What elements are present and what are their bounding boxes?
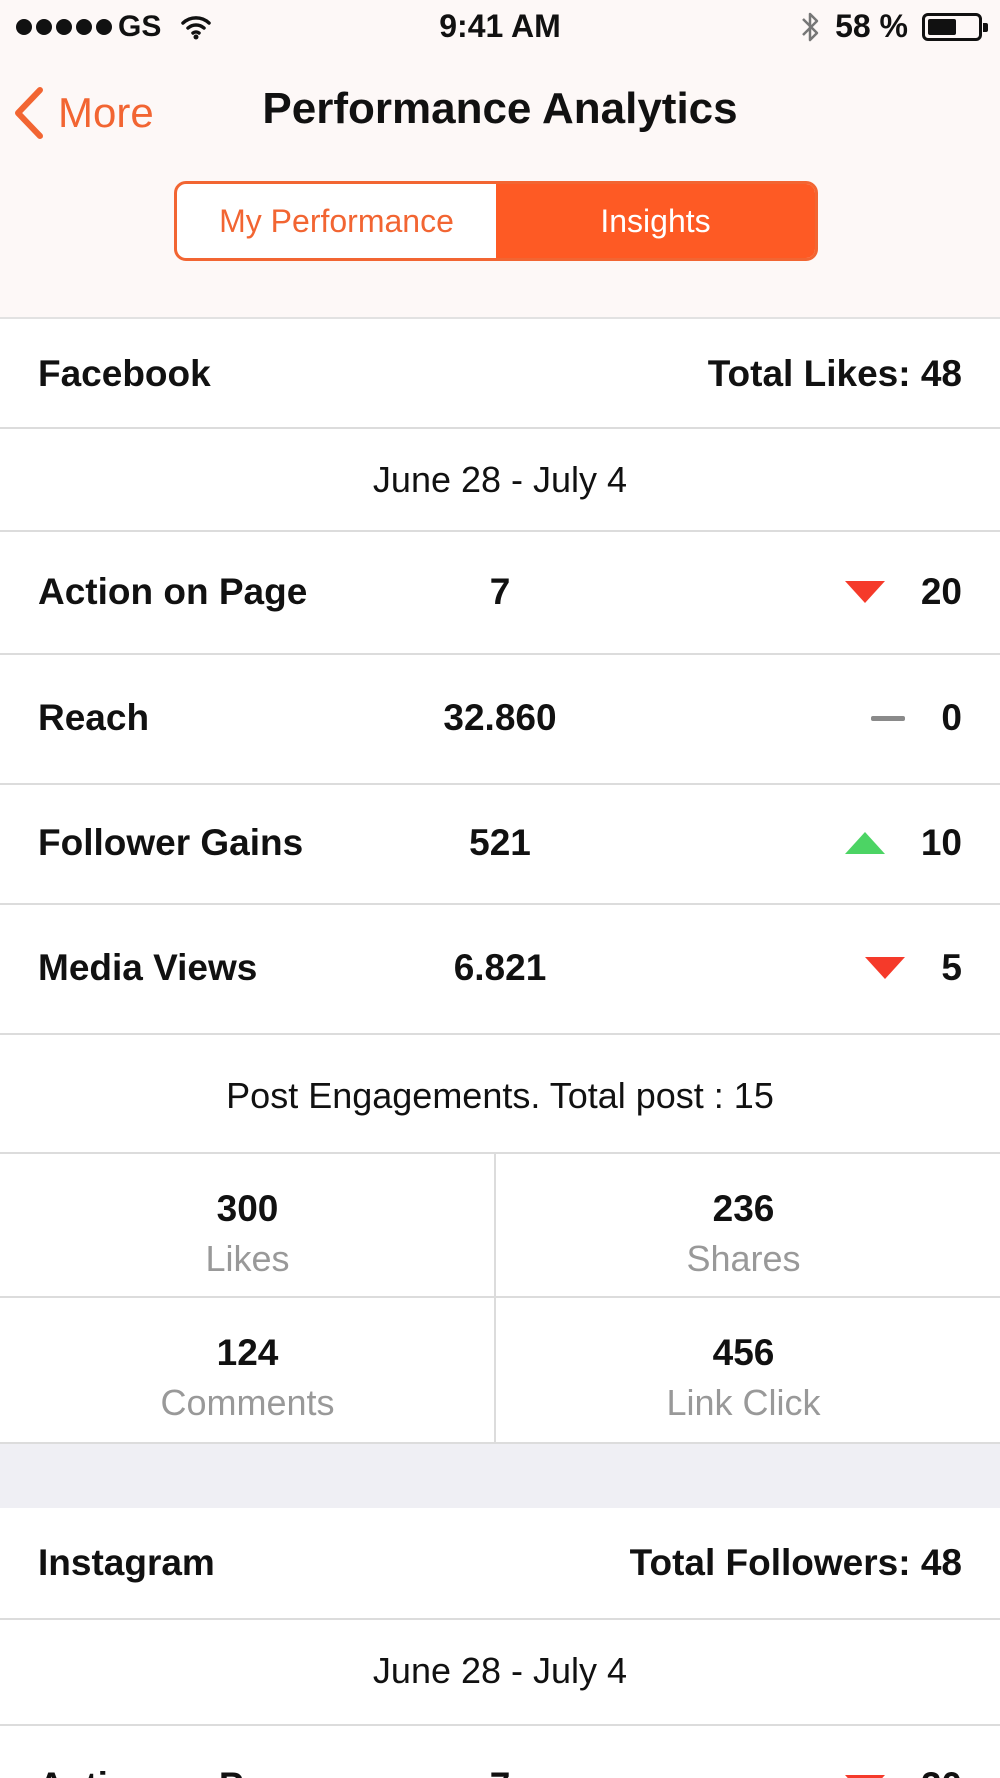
trend-up-icon: [844, 832, 885, 854]
metric-value: 6.821: [453, 947, 547, 988]
trend-down-icon: [844, 581, 885, 603]
engagement-shares: 236 Shares: [496, 1154, 991, 1296]
metric-value: 7: [489, 571, 511, 612]
delta-value: 20: [921, 1765, 962, 1778]
page-title: Performance Analytics: [262, 84, 738, 133]
engagement-likes: 300 Likes: [0, 1154, 495, 1296]
battery-icon: [922, 12, 988, 41]
metric-delta: 5: [865, 947, 962, 989]
carrier-label: GS: [118, 10, 162, 43]
facebook-header-row: Facebook Total Likes: 48: [0, 321, 1000, 429]
metric-delta: 20: [844, 571, 962, 613]
engagement-value: 456: [712, 1332, 775, 1373]
total-likes: Total Likes: 48: [707, 353, 962, 394]
section-spacer: [0, 1444, 1000, 1508]
nav-bar: More Performance Analytics: [0, 72, 1000, 152]
metric-value: 32.860: [443, 697, 557, 738]
tab-insights[interactable]: Insights: [496, 184, 815, 258]
delta-value: 20: [920, 571, 962, 612]
trend-down-icon: [865, 957, 906, 979]
metric-row: Media Views 6.821 5: [0, 905, 1000, 1035]
engagement-title-row: Post Engagements. Total post : 15: [0, 1035, 1000, 1154]
engagement-title: Post Engagements. Total post : 15: [226, 1075, 774, 1116]
engagement-value: 236: [712, 1188, 775, 1229]
trend-down-icon: [844, 1775, 885, 1778]
metric-row: Action on Page 7 20: [0, 532, 1000, 655]
delta-value: 0: [941, 697, 962, 738]
metric-row: Action on Page 7 20: [0, 1726, 1000, 1778]
chevron-left-icon: [15, 87, 43, 139]
instagram-header-row: Instagram Total Followers: 48: [0, 1508, 1000, 1620]
date-range: June 28 - July 4: [372, 1650, 628, 1691]
bluetooth-icon: [802, 12, 819, 41]
engagement-comments: 124 Comments: [0, 1298, 495, 1440]
tab-my-performance[interactable]: My Performance: [219, 202, 454, 239]
trend-flat-icon: [871, 715, 906, 721]
date-range: June 28 - July 4: [372, 459, 628, 500]
metric-row: Follower Gains 521 10: [0, 785, 1000, 905]
grid-divider-vertical: [494, 1154, 496, 1444]
metric-label: Follower Gains: [38, 822, 304, 863]
engagement-link-click: 456 Link Click: [496, 1298, 991, 1440]
engagement-label: Likes: [205, 1238, 290, 1279]
engagement-value: 300: [216, 1188, 279, 1229]
segmented-control: My Performance Insights: [174, 181, 818, 261]
header-zone: GS 9:41 AM 58 % More Performance Analyti…: [0, 0, 1000, 319]
status-left: GS: [16, 10, 212, 44]
engagement-value: 124: [216, 1332, 279, 1373]
section-title-facebook: Facebook: [38, 353, 211, 394]
metric-label: Reach: [38, 697, 150, 738]
metric-label: Action on Page: [38, 571, 308, 612]
instagram-date-row: June 28 - July 4: [0, 1620, 1000, 1726]
signal-dots-icon: [16, 19, 112, 35]
back-label: More: [58, 89, 154, 136]
status-time: 9:41 AM: [439, 8, 561, 44]
engagement-label: Link Click: [666, 1382, 821, 1423]
engagement-label: Shares: [686, 1238, 801, 1279]
metric-value: 7: [400, 1765, 600, 1778]
status-right: 58 %: [799, 8, 988, 45]
grid-divider-horizontal: [0, 1296, 1000, 1298]
metric-delta: 10: [844, 822, 962, 864]
section-title-instagram: Instagram: [38, 1542, 215, 1583]
battery-percent: 58 %: [835, 8, 908, 44]
metric-row: Reach 32.860 0: [0, 655, 1000, 785]
metric-value: 521: [469, 822, 531, 863]
status-bar: GS 9:41 AM 58 %: [0, 0, 1000, 54]
metric-label: Action on Page: [38, 1765, 307, 1778]
metric-delta: 20: [844, 1765, 962, 1778]
metric-label: Media Views: [38, 947, 258, 988]
total-followers: Total Followers: 48: [629, 1542, 962, 1583]
engagement-grid: 300 Likes 236 Shares 124 Comments 456 Li…: [0, 1154, 1000, 1444]
engagement-label: Comments: [160, 1382, 335, 1423]
metric-delta: 0: [871, 697, 962, 739]
delta-value: 5: [941, 947, 962, 988]
facebook-date-row: June 28 - July 4: [0, 429, 1000, 532]
wifi-icon: [181, 16, 212, 40]
back-button[interactable]: More: [12, 86, 154, 140]
delta-value: 10: [920, 822, 962, 863]
